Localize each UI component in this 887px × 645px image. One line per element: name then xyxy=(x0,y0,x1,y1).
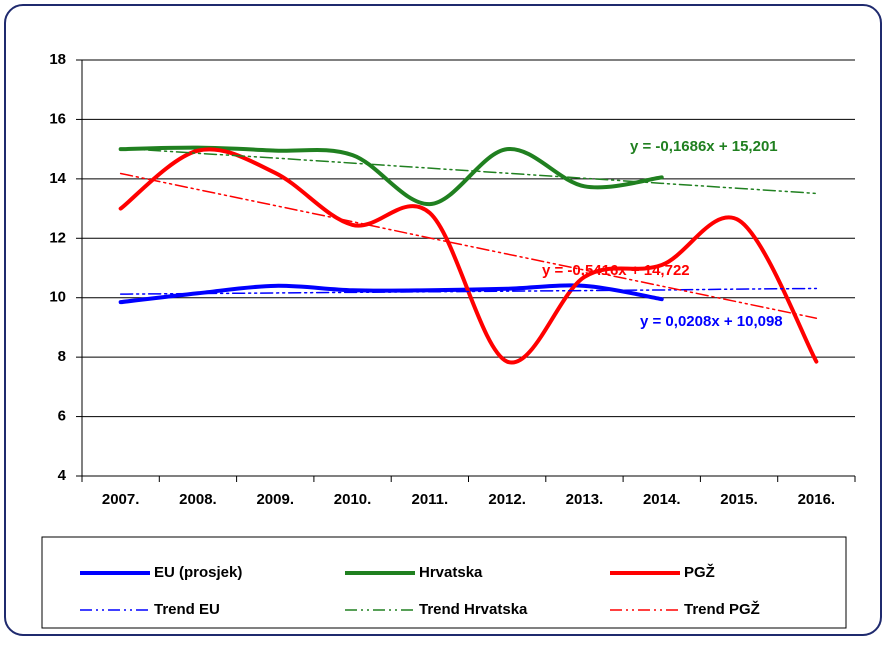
y-tick-label: 6 xyxy=(58,408,66,425)
x-tick-label: 2010. xyxy=(334,491,372,508)
x-tick-label: 2007. xyxy=(102,491,140,508)
legend-label: Trend Hrvatska xyxy=(419,601,528,618)
x-tick-label: 2012. xyxy=(488,491,526,508)
legend-label: Trend EU xyxy=(154,601,220,618)
legend-label: Trend PGŽ xyxy=(684,600,760,618)
y-tick-label: 4 xyxy=(58,467,67,484)
y-tick-label: 16 xyxy=(49,110,66,127)
trend-equation: y = -0,5416x + 14,722 xyxy=(542,262,690,279)
legend-label: Hrvatska xyxy=(419,564,483,581)
x-tick-label: 2014. xyxy=(643,491,681,508)
x-tick-label: 2016. xyxy=(798,491,836,508)
chart: 4 6 8 10 12 14 16 18 2007. 2008. 2009. 2010. 2011. 20… xyxy=(0,0,887,640)
y-tick-label: 14 xyxy=(49,170,66,187)
trend-equation: y = -0,1686x + 15,201 xyxy=(630,138,778,155)
legend-label: EU (prosjek) xyxy=(154,564,242,581)
y-tick-label: 10 xyxy=(49,289,66,306)
x-tick-label: 2008. xyxy=(179,491,217,508)
x-tick-label: 2015. xyxy=(720,491,758,508)
x-tick-label: 2009. xyxy=(256,491,294,508)
y-tick-label: 12 xyxy=(49,229,66,246)
y-tick-label: 18 xyxy=(49,51,66,68)
x-tick-label: 2013. xyxy=(566,491,604,508)
y-tick-label: 8 xyxy=(58,348,66,365)
x-tick-label: 2011. xyxy=(411,491,448,508)
legend-label: PGŽ xyxy=(684,563,715,581)
trend-equation: y = 0,0208x + 10,098 xyxy=(640,313,783,330)
